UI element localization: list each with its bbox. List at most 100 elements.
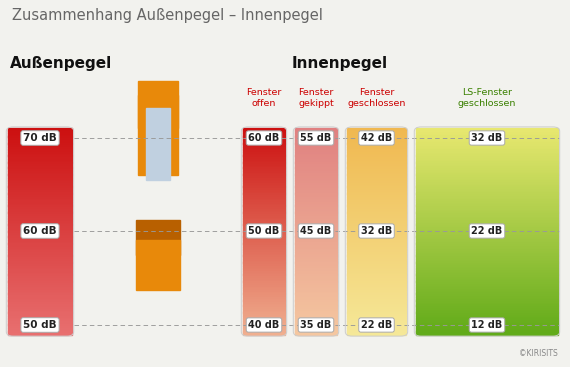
Bar bbox=[243, 212, 285, 214]
Bar bbox=[347, 321, 406, 323]
Bar bbox=[416, 169, 558, 171]
Bar bbox=[8, 319, 72, 321]
Bar bbox=[8, 174, 72, 176]
Bar bbox=[137, 95, 145, 175]
Bar bbox=[243, 276, 285, 278]
Bar bbox=[243, 195, 285, 197]
Bar bbox=[136, 240, 180, 290]
Bar bbox=[295, 209, 337, 211]
Bar bbox=[243, 154, 285, 156]
Text: ©KIRISITS: ©KIRISITS bbox=[519, 349, 558, 358]
Bar bbox=[295, 138, 337, 140]
Bar bbox=[243, 271, 285, 273]
Bar bbox=[347, 176, 406, 178]
Bar bbox=[416, 281, 558, 283]
Bar bbox=[8, 143, 72, 145]
Bar bbox=[243, 278, 285, 280]
Bar bbox=[295, 248, 337, 250]
Bar bbox=[347, 316, 406, 318]
Bar bbox=[243, 266, 285, 268]
Bar bbox=[347, 209, 406, 211]
Bar bbox=[243, 309, 285, 311]
Bar bbox=[243, 164, 285, 166]
Bar bbox=[347, 164, 406, 166]
Bar bbox=[416, 192, 558, 193]
Bar bbox=[416, 207, 558, 209]
Bar bbox=[416, 269, 558, 271]
Bar bbox=[8, 157, 72, 159]
Bar bbox=[295, 195, 337, 197]
Bar bbox=[8, 262, 72, 264]
Bar bbox=[8, 166, 72, 168]
Bar bbox=[347, 212, 406, 214]
Bar bbox=[347, 204, 406, 206]
Bar bbox=[416, 250, 558, 252]
Text: 12 dB: 12 dB bbox=[471, 320, 503, 330]
Bar bbox=[8, 300, 72, 302]
Bar bbox=[243, 150, 285, 152]
Bar bbox=[295, 294, 337, 295]
Bar bbox=[347, 271, 406, 273]
Bar bbox=[416, 135, 558, 137]
Text: 55 dB: 55 dB bbox=[300, 133, 332, 143]
Bar bbox=[416, 219, 558, 221]
Bar bbox=[347, 185, 406, 187]
Bar bbox=[8, 250, 72, 252]
Bar bbox=[295, 166, 337, 168]
Bar bbox=[8, 248, 72, 250]
Bar bbox=[416, 324, 558, 326]
Bar bbox=[416, 319, 558, 321]
Bar bbox=[347, 269, 406, 271]
Bar bbox=[295, 142, 337, 143]
Bar bbox=[243, 169, 285, 171]
Bar bbox=[416, 331, 558, 333]
Bar bbox=[8, 152, 72, 154]
Bar bbox=[347, 143, 406, 145]
Bar bbox=[416, 323, 558, 325]
Text: 60 dB: 60 dB bbox=[249, 133, 280, 143]
Bar bbox=[347, 178, 406, 180]
Bar bbox=[8, 169, 72, 171]
Bar bbox=[295, 299, 337, 301]
Bar bbox=[8, 130, 72, 131]
Bar bbox=[295, 261, 337, 262]
Bar bbox=[8, 266, 72, 268]
Bar bbox=[416, 128, 558, 130]
Bar bbox=[347, 149, 406, 150]
Bar bbox=[295, 176, 337, 178]
Bar bbox=[347, 328, 406, 330]
Bar bbox=[295, 326, 337, 328]
Bar bbox=[8, 221, 72, 223]
Bar bbox=[416, 321, 558, 323]
Bar bbox=[347, 305, 406, 308]
Bar bbox=[347, 330, 406, 331]
Bar bbox=[347, 317, 406, 320]
Bar bbox=[295, 188, 337, 190]
Bar bbox=[243, 259, 285, 261]
Bar bbox=[416, 317, 558, 320]
Bar bbox=[347, 195, 406, 197]
Bar bbox=[243, 314, 285, 316]
Bar bbox=[243, 302, 285, 304]
Bar bbox=[8, 283, 72, 285]
Bar bbox=[347, 287, 406, 288]
Bar bbox=[416, 228, 558, 230]
Bar bbox=[243, 273, 285, 275]
Bar bbox=[347, 312, 406, 314]
Bar bbox=[243, 292, 285, 294]
Bar bbox=[243, 247, 285, 249]
Bar bbox=[243, 323, 285, 325]
Bar bbox=[347, 283, 406, 285]
Bar bbox=[347, 294, 406, 295]
Bar bbox=[243, 299, 285, 301]
Bar bbox=[295, 247, 337, 249]
Bar bbox=[243, 178, 285, 180]
Bar bbox=[8, 294, 72, 295]
Bar bbox=[347, 250, 406, 252]
Bar bbox=[243, 185, 285, 187]
Bar bbox=[243, 193, 285, 195]
Bar bbox=[347, 159, 406, 161]
Bar bbox=[347, 221, 406, 223]
Bar bbox=[347, 181, 406, 183]
Bar bbox=[243, 311, 285, 313]
